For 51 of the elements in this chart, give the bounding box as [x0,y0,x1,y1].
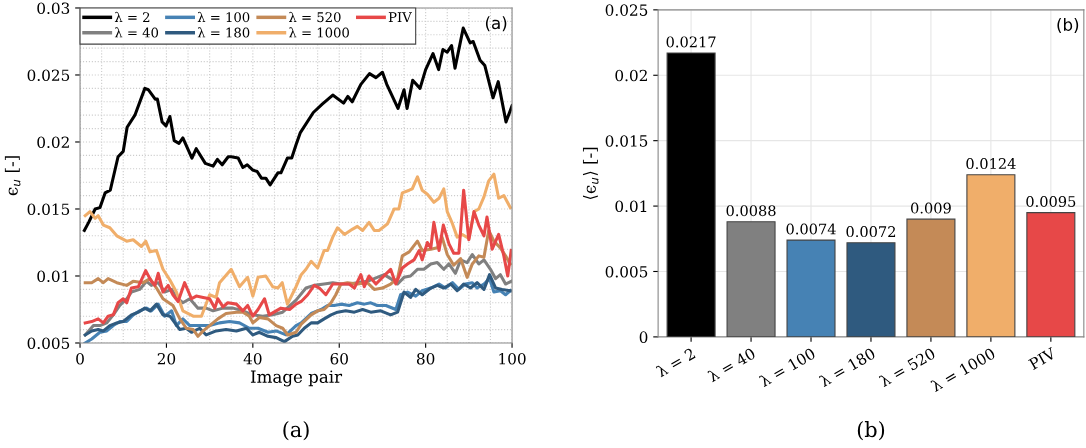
data-label: 0.0074 [786,223,836,235]
data-label: 0.0088 [726,205,776,217]
legend-label: λ = 40 [114,27,159,38]
y-tick-label: 0 [639,331,648,343]
text: (b) [857,421,885,441]
y-axis-title: ⟨ϵ$_{u}$⟩ [-] [582,147,599,200]
legend-label: λ = 2 [114,11,150,22]
x-tick-label: 80 [416,352,435,365]
legend-label: λ = 1000 [289,27,349,38]
data-label: 0.009 [911,202,951,214]
x-tick-label: λ = 2 [655,347,696,378]
text: (a) [283,421,309,441]
data-label: 0.0124 [966,158,1016,170]
legend-label: λ = 520 [289,11,341,23]
x-tick-label: λ = 180 [818,347,877,388]
x-tick-label: 60 [330,352,348,365]
line-series [83,172,512,318]
x-tick-label: 40 [243,352,262,365]
x-axis-title: Image pair [250,370,343,387]
x-tick-label: λ = 100 [758,347,817,388]
y-tick-label: 0.005 [605,265,648,278]
legend-label: λ = 180 [197,27,250,38]
y-tick-label: 0.02 [37,136,69,148]
x-tick-label: 0 [76,352,84,365]
x-tick-label: 100 [499,352,526,365]
data-label: 0.0095 [1026,195,1076,208]
annotation: (b) [1057,18,1079,33]
bar [786,239,836,337]
legend-label: λ = 100 [197,11,250,23]
y-tick-label: 0.03 [37,2,70,14]
x-tick-label: 20 [157,352,176,365]
y-tick-label: 0.01 [615,200,647,213]
data-label: 0.0217 [666,36,716,48]
x-tick-label: λ = 40 [706,347,757,383]
x-tick-label: PIV [1028,346,1057,370]
y-tick-label: 0.005 [27,337,70,350]
line-series [83,188,513,325]
legend-label: PIV [388,12,412,22]
bar [966,174,1016,337]
y-tick-label: 0.015 [605,135,648,147]
y-tick-label: 0.015 [27,203,70,215]
y-tick-label: 0.02 [615,69,647,82]
bar [846,242,896,337]
y-tick-label: 0.025 [27,69,70,81]
y-tick-label: 0.01 [37,270,69,283]
annotation: (a) [485,16,507,32]
bar [906,218,956,337]
y-axis-title: ϵ$_{u}$ [-] [4,156,21,196]
y-tick-label: 0.025 [605,4,648,16]
data-label: 0.0072 [846,226,896,238]
bar [1026,212,1076,337]
